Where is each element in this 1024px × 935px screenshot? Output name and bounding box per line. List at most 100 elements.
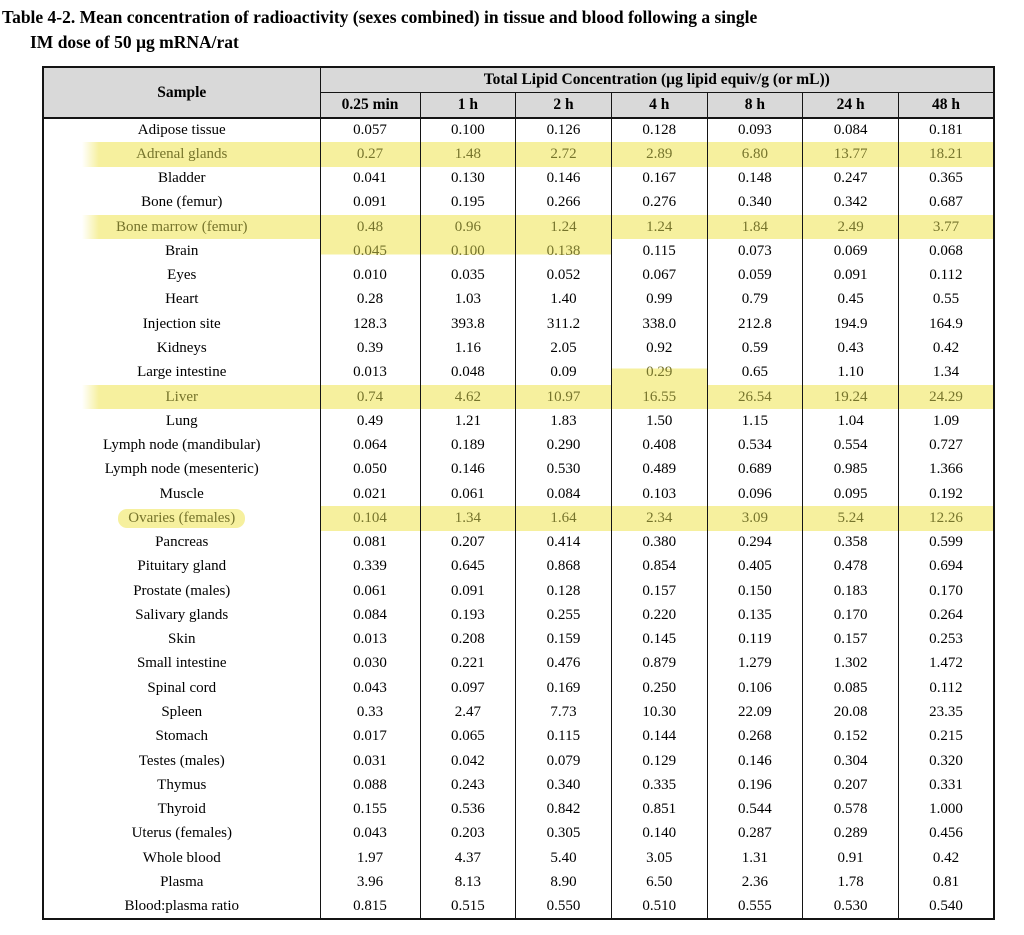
table-cell: 7.73: [515, 700, 612, 725]
table-body: Adipose tissue 0.057 0.100 0.126 0.128 0.093 0…: [42, 118, 995, 919]
table-cell: 0.010: [319, 263, 421, 288]
table-cell: 0.096: [706, 481, 804, 507]
row-label-text: Small intestine: [136, 655, 227, 672]
row-label: Plasma: [42, 870, 321, 895]
column-header-time-2: 2 h: [515, 91, 612, 119]
table-cell: 0.093: [706, 118, 804, 143]
table-cell: 0.048: [419, 360, 517, 385]
table-cell: 19.24: [802, 384, 899, 410]
table-cell: 1.366: [897, 457, 995, 482]
table-cell: 0.250: [610, 676, 708, 701]
table-cell: 0.130: [419, 166, 517, 191]
table-cell: 0.536: [419, 797, 517, 822]
column-header-time-4: 8 h: [706, 91, 804, 119]
table-cell: 0.854: [610, 554, 708, 580]
table-cell: 0.170: [802, 603, 899, 628]
table-cell: 0.112: [897, 676, 995, 701]
table-cell: 0.99: [610, 287, 708, 313]
table-cell: 311.2: [515, 312, 612, 337]
row-label-text: Bone marrow (femur): [115, 218, 248, 235]
table-cell: 0.045: [319, 239, 421, 264]
row-label: Muscle: [42, 481, 321, 507]
table-cell: 0.555: [706, 894, 804, 919]
table-row: Adipose tissue 0.057 0.100 0.126 0.128 0.093 0…: [42, 118, 995, 143]
row-label: Lung: [42, 409, 321, 434]
row-label-text: Salivary glands: [135, 606, 229, 623]
row-label-text: Liver: [165, 388, 198, 405]
column-header-time-0: 0.25 min: [319, 91, 421, 119]
table-cell: 1.24: [515, 215, 612, 240]
table-cell: 0.059: [706, 263, 804, 288]
table-cell: 0.842: [515, 797, 612, 822]
table-cell: 0.815: [319, 894, 421, 919]
row-label-text: Whole blood: [142, 849, 221, 866]
row-label: Lymph node (mesenteric): [42, 457, 321, 482]
table-cell: 0.689: [706, 457, 804, 482]
table-cell: 0.183: [802, 579, 899, 604]
table-cell: 0.33: [319, 700, 421, 725]
row-label-text: Kidneys: [156, 340, 207, 357]
table-cell: 0.28: [319, 287, 421, 313]
table-cell: 0.203: [419, 821, 517, 846]
table-cell: 0.042: [419, 748, 517, 774]
table-cell: 0.540: [897, 894, 995, 919]
table-cell: 1.000: [897, 797, 995, 822]
table-cell: 0.181: [897, 118, 995, 143]
table-cell: 0.052: [515, 263, 612, 288]
row-label-text: Lung: [165, 412, 198, 429]
row-label-text: Pancreas: [155, 534, 209, 551]
table-cell: 0.43: [802, 336, 899, 361]
table-cell: 0.207: [419, 530, 517, 555]
table-cell: 0.365: [897, 166, 995, 191]
table-cell: 0.189: [419, 433, 517, 458]
table-cell: 0.510: [610, 894, 708, 919]
table-cell: 1.50: [610, 409, 708, 434]
table-cell: 0.084: [802, 118, 899, 143]
row-label-text: Stomach: [155, 728, 209, 745]
table-cell: 0.135: [706, 603, 804, 628]
table-cell: 0.414: [515, 530, 612, 555]
row-label: Ovaries (females): [42, 506, 321, 531]
table-cell: 393.8: [419, 312, 517, 337]
table-cell: 0.489: [610, 457, 708, 482]
table-cell: 0.27: [319, 142, 421, 167]
caption-line-2: IM dose of 50 µg mRNA/rat: [30, 32, 239, 52]
table-cell: 1.40: [515, 287, 612, 313]
table-cell: 0.119: [706, 627, 804, 652]
table-row: Eyes 0.010 0.035 0.052 0.067 0.059 0.091 0.112: [42, 263, 995, 288]
table-cell: 0.92: [610, 336, 708, 361]
row-label-text: Injection site: [142, 315, 221, 332]
table-cell: 2.49: [802, 215, 899, 240]
table-cell: 0.599: [897, 530, 995, 555]
table-cell: 16.55: [610, 384, 708, 410]
table-cell: 10.30: [610, 700, 708, 725]
row-label: Lymph node (mandibular): [42, 433, 321, 458]
table-cell: 0.55: [897, 287, 995, 313]
table-cell: 0.167: [610, 166, 708, 191]
table-cell: 0.088: [319, 773, 421, 798]
table-row: Spleen 0.33 2.47 7.73 10.30 22.09 20.08 23.35: [42, 700, 995, 725]
table-cell: 18.21: [897, 142, 995, 167]
table-cell: 0.081: [319, 530, 421, 555]
table-cell: 0.017: [319, 724, 421, 749]
row-label-text: Blood:plasma ratio: [124, 897, 240, 914]
table-cell: 0.544: [706, 797, 804, 822]
table-cell: 0.215: [897, 724, 995, 749]
row-label-text: Brain: [165, 242, 199, 259]
table-cell: 1.09: [897, 409, 995, 434]
table-cell: 0.196: [706, 773, 804, 798]
table-row: Lymph node (mandibular) 0.064 0.189 0.290 0.…: [42, 433, 995, 458]
table-cell: 0.29: [610, 360, 708, 385]
caption-line-1: Table 4-2. Mean concentration of radioac…: [2, 7, 758, 27]
table-cell: 6.80: [706, 142, 804, 167]
table-cell: 0.207: [802, 773, 899, 798]
table-row: Bone (femur) 0.091 0.195 0.266 0.276 0.340 0.3…: [42, 190, 995, 216]
table-cell: 0.146: [419, 457, 517, 482]
table-cell: 0.169: [515, 676, 612, 701]
table-cell: 0.554: [802, 433, 899, 458]
row-label-text: Uterus (females): [131, 825, 232, 842]
table-cell: 0.340: [706, 190, 804, 216]
row-label: Eyes: [42, 263, 321, 288]
table-cell: 1.16: [419, 336, 517, 361]
